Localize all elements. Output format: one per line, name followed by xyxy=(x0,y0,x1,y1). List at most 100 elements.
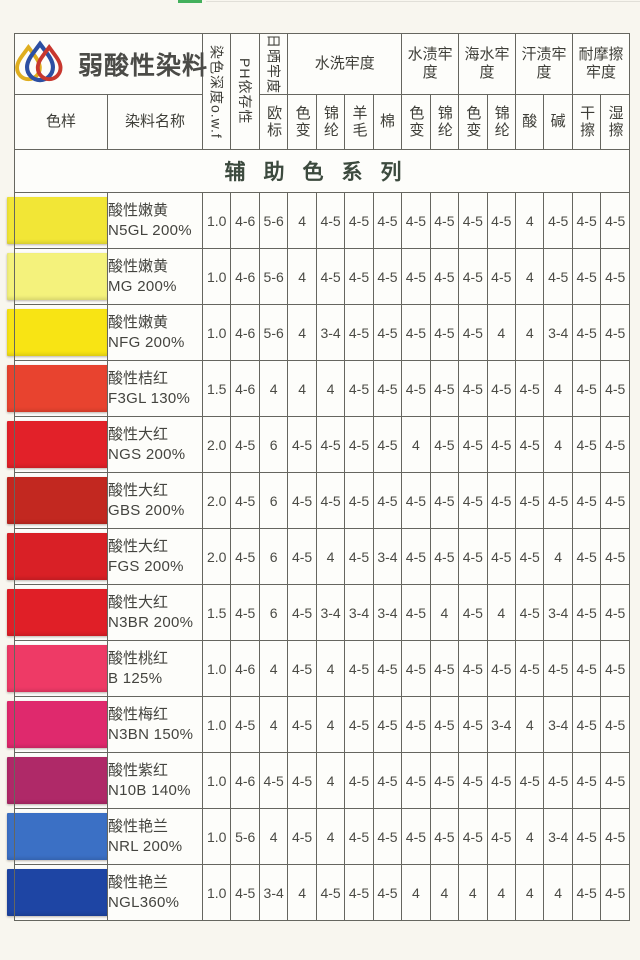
rating-value: 4-5 xyxy=(600,808,630,865)
rating-value: 4-5 xyxy=(344,864,374,921)
rating-value: 4-5 xyxy=(571,416,602,473)
color-swatch-cell xyxy=(7,752,108,809)
rating-value: 4-5 xyxy=(401,528,431,585)
subcolumn-rub-wet: 湿擦 xyxy=(600,94,630,150)
dye-code: NGS 200% xyxy=(108,445,186,463)
color-swatch-cell xyxy=(7,584,108,641)
rating-value: 4-5 xyxy=(230,416,260,473)
rating-value: 4-5 xyxy=(372,472,403,529)
rating-value: 4-5 xyxy=(486,360,517,417)
rating-value: 4-5 xyxy=(486,248,517,305)
rating-value: 6 xyxy=(258,584,289,641)
dye-name-cell: 酸性大红 NGS 200% xyxy=(106,416,204,473)
dye-code: MG 200% xyxy=(108,277,177,295)
rating-value: 4-5 xyxy=(372,808,403,865)
rating-value: 4-5 xyxy=(571,752,602,809)
rating-value: 4-5 xyxy=(600,584,630,641)
rating-value: 3-4 xyxy=(258,864,289,921)
table-row: 酸性艳兰 NRL 200% 1.0 5-6 4 4-5 4 4-5 4-5 4-5 4-5 4-5 4-… xyxy=(7,808,630,865)
group-header-water-stain: 水渍牢度 xyxy=(401,33,460,95)
group-header-rubbing: 耐摩擦牢度 xyxy=(571,33,631,95)
dye-name-cell: 酸性艳兰 NGL360% xyxy=(106,864,204,921)
rating-value: 4-5 xyxy=(600,864,630,921)
dye-rows: 酸性嫩黄 N5GL 200% 1.0 4-6 5-6 4 4-5 4-5 4-5 4-5 4-5 4-… xyxy=(7,192,630,921)
dye-name-cn: 酸性嫩黄 xyxy=(108,258,169,275)
rating-value: 4-5 xyxy=(486,752,517,809)
rating-value: 4-5 xyxy=(458,752,488,809)
rating-value: 4-5 xyxy=(429,808,460,865)
rating-value: 4-5 xyxy=(486,528,517,585)
rating-value: 4 xyxy=(287,248,317,305)
rating-value: 4-5 xyxy=(458,528,488,585)
rating-value: 5-6 xyxy=(230,808,260,865)
dye-name-cn: 酸性大红 xyxy=(108,538,169,555)
rating-value: 4 xyxy=(287,304,317,361)
rating-value: 5-6 xyxy=(258,192,289,249)
dye-code: FGS 200% xyxy=(108,557,184,575)
rating-value: 4-5 xyxy=(429,640,460,697)
rating-value: 4 xyxy=(401,416,431,473)
rating-value: 4 xyxy=(486,864,517,921)
color-swatch-cell xyxy=(7,360,108,417)
rating-value: 4-5 xyxy=(372,304,403,361)
rating-value: 4-5 xyxy=(514,584,545,641)
rating-value: 4 xyxy=(514,304,545,361)
dye-code: GBS 200% xyxy=(108,501,185,519)
table-row: 酸性大红 NGS 200% 2.0 4-5 6 4-5 4-5 4-5 4-5 4 4-5 4-5 4-… xyxy=(7,416,630,473)
rating-value: 4-5 xyxy=(543,192,573,249)
rating-value: 4-5 xyxy=(315,248,346,305)
rating-value: 1.0 xyxy=(202,808,232,865)
rating-value: 4-5 xyxy=(600,752,630,809)
fabric-color-swatch xyxy=(7,309,108,356)
table-row: 酸性大红 FGS 200% 2.0 4-5 6 4-5 4 4-5 3-4 4-5 4-5 4-5 4-… xyxy=(7,528,630,585)
fabric-color-swatch xyxy=(7,533,108,580)
rating-value: 4-5 xyxy=(514,416,545,473)
rating-value: 3-4 xyxy=(543,696,573,753)
dye-name-cell: 酸性梅红 N3BN 150% xyxy=(106,696,204,753)
dye-fastness-table: 弱酸性染料 染色深度o.w.f PH依存性 日晒牢度 水洗牢度 水渍牢度 xyxy=(7,33,631,921)
rating-value: 1.0 xyxy=(202,696,232,753)
brand-header-cell: 弱酸性染料 xyxy=(13,33,207,95)
rating-value: 4 xyxy=(514,696,545,753)
color-swatch-cell xyxy=(7,248,108,305)
rating-value: 4 xyxy=(287,864,317,921)
dye-name-cell: 酸性大红 GBS 200% xyxy=(106,472,204,529)
subcolumn-seawater-shade: 色变 xyxy=(458,94,488,150)
rating-value: 4-6 xyxy=(230,752,260,809)
rating-value: 4-5 xyxy=(230,472,260,529)
rating-value: 4-5 xyxy=(258,752,289,809)
fabric-color-swatch xyxy=(7,757,108,804)
rating-value: 5-6 xyxy=(258,248,289,305)
rating-value: 4-5 xyxy=(514,472,545,529)
rating-value: 4-5 xyxy=(315,864,346,921)
dye-name-cell: 酸性紫红 N10B 140% xyxy=(106,752,204,809)
rating-value: 4-5 xyxy=(458,696,488,753)
fabric-color-swatch xyxy=(7,813,108,860)
rating-value: 4-5 xyxy=(287,752,317,809)
rating-value: 4-5 xyxy=(458,192,488,249)
rating-value: 4-5 xyxy=(315,192,346,249)
dye-name-cn: 酸性桃红 xyxy=(108,650,169,667)
fabric-color-swatch xyxy=(7,421,108,468)
rating-value: 1.5 xyxy=(202,584,232,641)
color-swatch-cell xyxy=(7,472,108,529)
rating-value: 4-5 xyxy=(287,528,317,585)
rating-value: 4-5 xyxy=(600,472,630,529)
rating-value: 4 xyxy=(514,808,545,865)
rating-value: 3-4 xyxy=(315,304,346,361)
color-swatch-cell xyxy=(7,528,108,585)
subcolumn-sweat-alkali: 碱 xyxy=(543,94,573,150)
rating-value: 4-5 xyxy=(344,640,374,697)
rating-value: 4-5 xyxy=(514,528,545,585)
table-row: 酸性艳兰 NGL360% 1.0 4-5 3-4 4 4-5 4-5 4-5 4 4 4 4 4 4 4-5 4… xyxy=(7,864,630,921)
fabric-color-swatch xyxy=(7,869,108,916)
fabric-color-swatch xyxy=(7,253,108,300)
rating-value: 4 xyxy=(543,416,573,473)
brand-title: 弱酸性染料 xyxy=(78,52,209,80)
dye-name-cell: 酸性嫩黄 MG 200% xyxy=(106,248,204,305)
dye-name-cn: 酸性桔红 xyxy=(108,370,169,387)
rating-value: 4-5 xyxy=(571,640,602,697)
color-swatch-cell xyxy=(7,864,108,921)
rating-value: 1.0 xyxy=(202,640,232,697)
rating-value: 4-5 xyxy=(486,640,517,697)
